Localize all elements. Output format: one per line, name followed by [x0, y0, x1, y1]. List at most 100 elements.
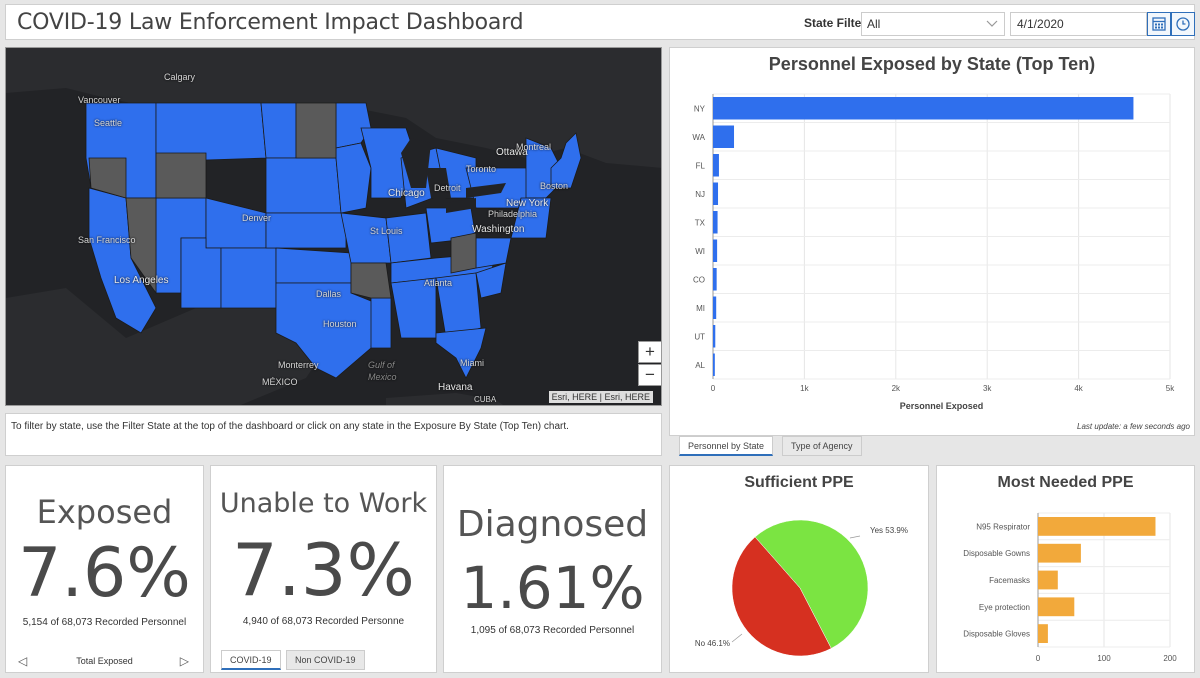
dashboard-header: COVID-19 Law Enforcement Impact Dashboar…	[5, 4, 1195, 40]
map-label-gulf: Gulf of Mexico	[368, 360, 397, 382]
kpi-subtext: 5,154 of 68,073 Recorded Personnel	[22, 617, 187, 628]
x-tick-label: 4k	[1074, 384, 1083, 393]
chart-title: Most Needed PPE	[997, 474, 1134, 491]
sufficient-ppe-chart: Sufficient PPE Yes 53.9% No 46.1%	[669, 465, 929, 673]
page-title: COVID-19 Law Enforcement Impact Dashboar…	[17, 10, 524, 35]
x-tick-label: 200	[1163, 654, 1177, 663]
slice-leader-line	[731, 633, 743, 643]
map-label-vancouver: Vancouver	[78, 95, 121, 105]
map-label-denver: Denver	[242, 213, 272, 223]
bar	[1038, 597, 1075, 617]
map-label-toronto: Toronto	[466, 164, 497, 174]
pie-slice	[754, 519, 869, 649]
calendar-button[interactable]	[1147, 12, 1171, 36]
state-filter-label: State Filter	[804, 16, 867, 30]
bar	[713, 154, 719, 177]
y-tick-label: WI	[695, 247, 705, 256]
bar	[1038, 624, 1048, 643]
map-label-washington: Washington	[472, 224, 525, 235]
bar	[1038, 517, 1156, 536]
tab-covid-19[interactable]: COVID-19	[221, 650, 281, 670]
bar	[713, 353, 715, 376]
bar	[713, 296, 717, 319]
map-label-los-angeles: Los Angeles	[114, 275, 169, 286]
map-label-monterrey: Monterrey	[278, 360, 319, 370]
map-label-atlanta: Atlanta	[424, 278, 453, 288]
state-filter-select[interactable]: All	[861, 12, 1005, 36]
state-filter-value: All	[867, 17, 881, 31]
x-tick-label: 3k	[983, 384, 992, 393]
x-tick-label: 0	[1036, 654, 1041, 663]
chevron-down-icon	[986, 20, 998, 27]
zoom-in-button[interactable]: +	[638, 341, 661, 363]
bar-chart-canvas: 0 1k 2k 3k 4k 5k NY WA FL NJ TX WI CO MI UT AL Personnel…	[692, 93, 1175, 411]
map-canvas[interactable]	[6, 48, 662, 406]
zoom-out-button[interactable]: −	[638, 364, 661, 386]
kpi-value: 1.61%	[460, 554, 645, 622]
slice-label: Yes 53.9%	[870, 526, 908, 535]
x-tick-label: 5k	[1166, 384, 1175, 393]
exposure-map[interactable]: Calgary Vancouver Seattle Ottawa Montrea…	[5, 47, 662, 406]
kpi-value: 7.6%	[18, 534, 191, 613]
x-axis-label: Personnel Exposed	[900, 401, 984, 411]
y-tick-label: AL	[695, 361, 705, 370]
unselected-states[interactable]	[88, 102, 477, 299]
bar-chart-canvas: 0 100 200 N95 Respirator Disposable Gowns Fac…	[963, 512, 1177, 663]
kpi-pager: ◁ Total Exposed ▷	[6, 648, 203, 672]
kpi-title: Unable to Work	[219, 488, 428, 519]
y-tick-label: Disposable Gowns	[963, 549, 1030, 558]
kpi-title: Exposed	[36, 493, 173, 531]
slice-leader-line	[849, 535, 861, 539]
map-label-mexico: MÉXICO	[262, 377, 298, 387]
info-panel: To filter by state, use the Filter State…	[5, 413, 662, 456]
bar	[713, 125, 735, 148]
x-tick-label: 0	[711, 384, 716, 393]
map-attribution: Esri, HERE | Esri, HERE	[548, 391, 653, 403]
date-input[interactable]: 4/1/2020	[1010, 12, 1147, 36]
map-label-miami: Miami	[460, 358, 484, 368]
x-tick-label: 100	[1097, 654, 1111, 663]
exposed-by-state-chart: Personnel Exposed by State (Top Ten) 0 1k…	[669, 47, 1195, 436]
map-label-havana: Havana	[438, 382, 473, 393]
y-tick-label: N95 Respirator	[976, 522, 1030, 531]
map-label-chicago: Chicago	[388, 188, 425, 199]
y-tick-label: WA	[692, 133, 705, 142]
chevron-right-icon[interactable]: ▷	[179, 654, 189, 668]
time-button[interactable]	[1171, 12, 1195, 36]
y-tick-label: Facemasks	[989, 576, 1030, 585]
map-label-calgary: Calgary	[164, 72, 196, 82]
most-needed-ppe-chart: Most Needed PPE 0 100 200 N95 Respirator Dis…	[936, 465, 1195, 673]
kpi-exposed: Exposed 7.6% 5,154 of 68,073 Recorded Pe…	[5, 465, 204, 673]
selected-states[interactable]	[85, 102, 582, 379]
y-tick-label: TX	[695, 218, 706, 227]
y-tick-label: NY	[694, 104, 706, 113]
x-tick-label: 1k	[800, 384, 809, 393]
kpi-subtext: 1,095 of 68,073 Recorded Personnel	[470, 625, 635, 636]
map-label-seattle: Seattle	[94, 118, 123, 128]
slice-label: No 46.1%	[695, 639, 730, 648]
map-label-st-louis: St Louis	[370, 226, 403, 236]
kpi-unable-to-work: Unable to Work 7.3% 4,940 of 68,073 Reco…	[210, 465, 437, 673]
map-label-san-francisco: San Francisco	[78, 235, 136, 245]
bar	[713, 182, 719, 205]
map-label-detroit: Detroit	[434, 183, 461, 193]
tab-personnel-by-state[interactable]: Personnel by State	[679, 436, 774, 456]
pager-label: Total Exposed	[76, 656, 133, 666]
y-tick-label: FL	[696, 161, 706, 170]
map-label-cuba: CUBA	[474, 395, 497, 404]
last-update-text: Last update: a few seconds ago	[1077, 422, 1190, 431]
bar	[713, 325, 716, 348]
y-tick-label: CO	[693, 275, 705, 284]
kpi-value: 7.3%	[232, 528, 415, 612]
tab-non-covid-19[interactable]: Non COVID-19	[286, 650, 365, 670]
chart-title: Sufficient PPE	[744, 474, 854, 491]
map-label-boston: Boston	[540, 181, 569, 191]
kpi-title: Diagnosed	[456, 504, 649, 545]
y-tick-label: UT	[694, 332, 705, 341]
clock-icon	[1176, 17, 1190, 31]
chevron-left-icon[interactable]: ◁	[18, 654, 28, 668]
map-label-ottawa: Ottawa	[496, 147, 528, 158]
y-tick-label: Disposable Gloves	[963, 630, 1030, 639]
bar	[713, 268, 717, 291]
tab-type-of-agency[interactable]: Type of Agency	[782, 436, 862, 456]
